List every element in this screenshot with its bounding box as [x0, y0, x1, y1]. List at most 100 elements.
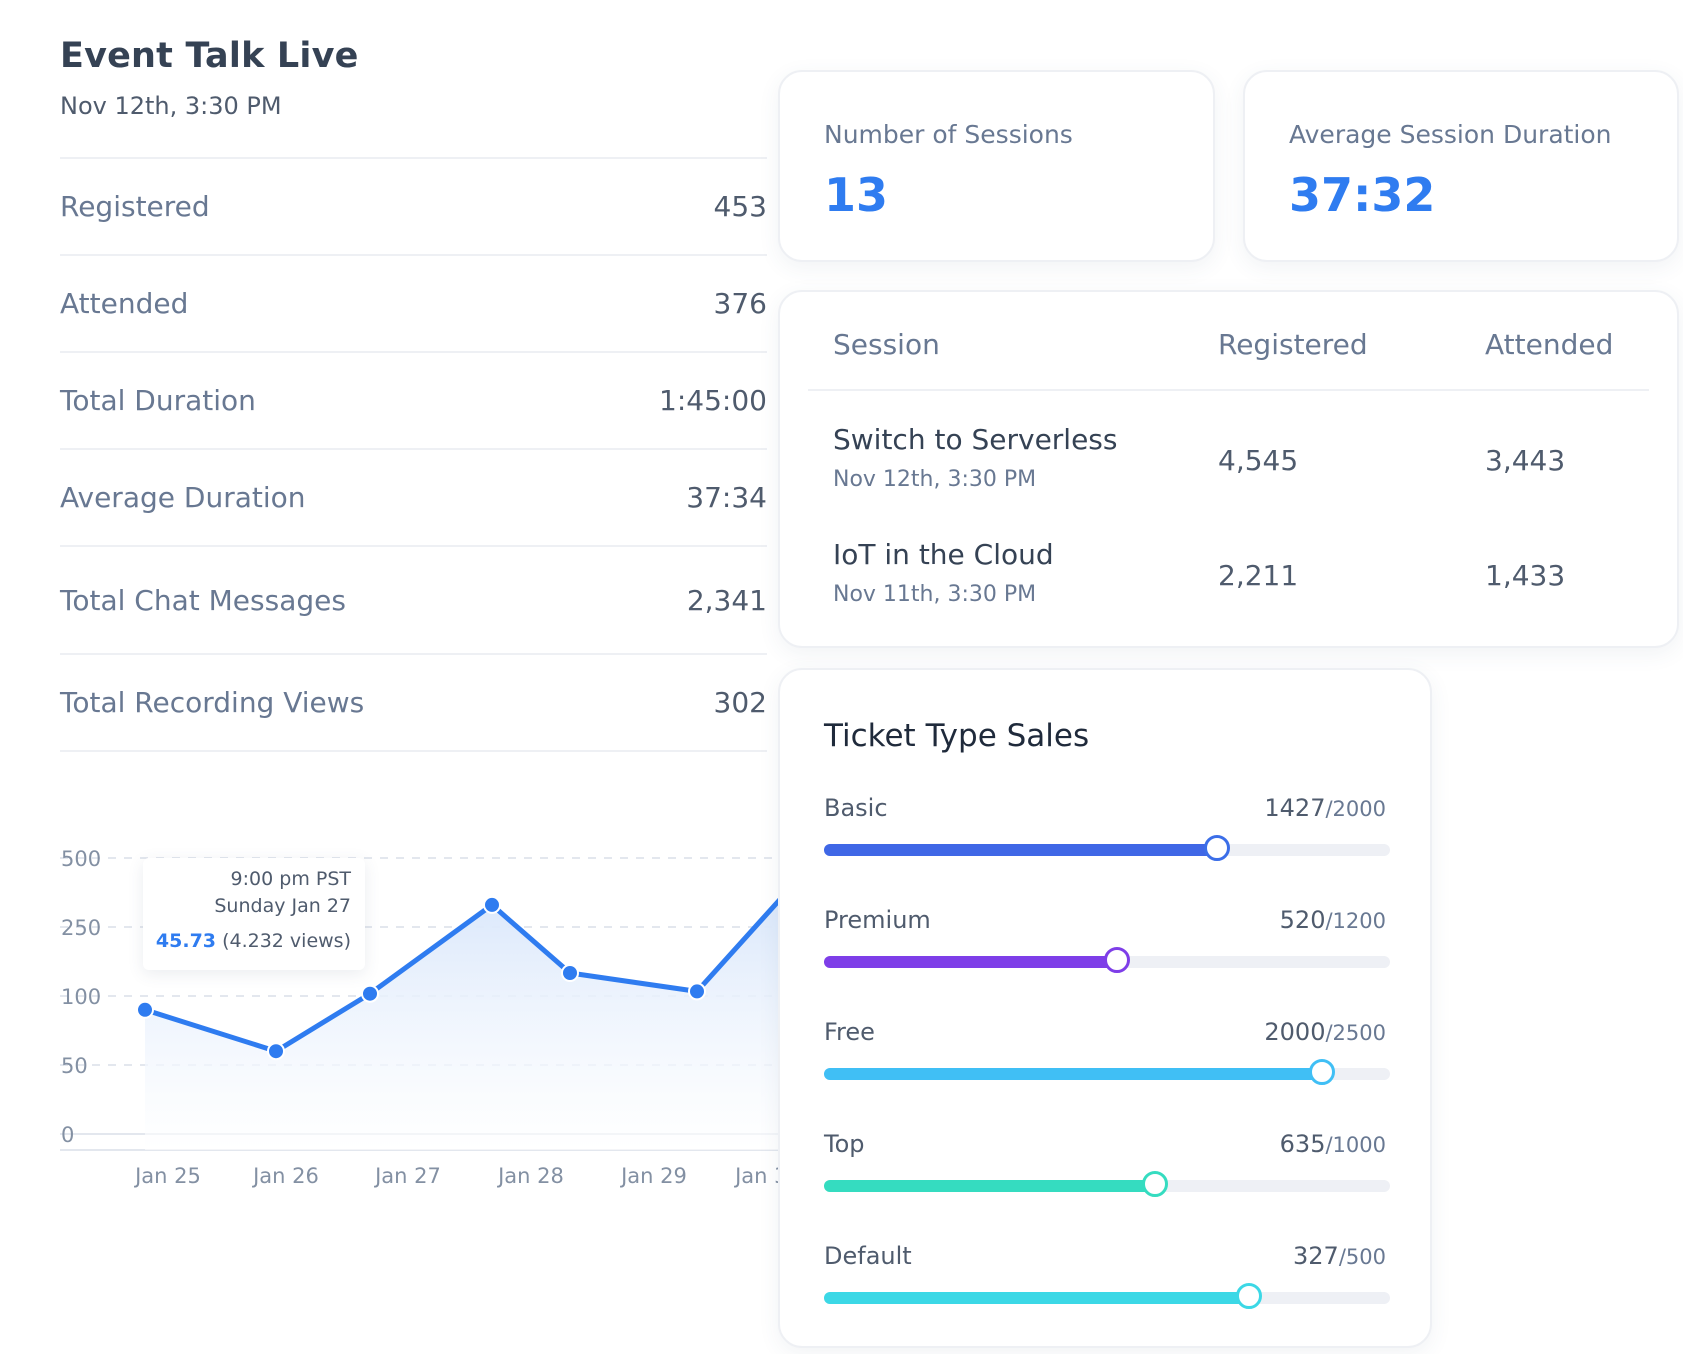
ticket-total: /2000 [1325, 797, 1386, 821]
ticket-sold: 1427 [1264, 794, 1326, 822]
ticket-slider-handle[interactable] [1103, 947, 1130, 973]
tooltip-day: Sunday Jan 27 [214, 895, 351, 917]
stat-value: 1:45:00 [659, 384, 767, 417]
ticket-progress-track [824, 835, 1390, 861]
stat-label: Total Recording Views [60, 686, 365, 719]
ticket-total: /1000 [1325, 1133, 1386, 1157]
ticket-slider-handle[interactable] [1203, 835, 1230, 861]
session-attended: 3,443 [1485, 444, 1566, 477]
session-date: Nov 11th, 3:30 PM [833, 582, 1037, 607]
ticket-progress-track [824, 1283, 1390, 1309]
chart-tooltip: 9:00 pm PST Sunday Jan 27 45.73 (4.232 v… [143, 858, 365, 970]
kpi-value: 37:32 [1289, 168, 1436, 222]
ticket-sales-title: Ticket Type Sales [824, 718, 1090, 754]
session-name: Switch to Serverless [833, 423, 1118, 456]
session-registered: 4,545 [1218, 444, 1299, 477]
ticket-progress-fill [824, 1068, 1323, 1080]
y-tick-label: 0 [61, 1123, 74, 1147]
tooltip-time: 9:00 pm PST [230, 868, 351, 890]
chart-data-point [688, 982, 706, 1001]
x-tick-label: Jan 29 [619, 1164, 687, 1188]
stat-label: Attended [60, 287, 189, 320]
ticket-sold: 327 [1293, 1242, 1339, 1270]
ticket-label: Free [824, 1018, 875, 1046]
x-tick-label: Jan 26 [251, 1164, 319, 1188]
stat-row-registered: Registered 453 [60, 159, 767, 256]
event-date: Nov 12th, 3:30 PM [60, 92, 282, 120]
x-tick-label: Jan 27 [373, 1164, 441, 1188]
ticket-count: 1427/2000 [1264, 794, 1386, 822]
column-header-attended: Attended [1485, 328, 1614, 361]
chart-data-point [361, 984, 379, 1003]
event-stats-list: Registered 453 Attended 376 Total Durati… [60, 157, 767, 752]
ticket-label: Basic [824, 794, 888, 822]
column-header-session: Session [833, 328, 940, 361]
stat-row-chat-messages: Total Chat Messages 2,341 [60, 547, 767, 655]
ticket-total: /2500 [1325, 1021, 1386, 1045]
chart-data-point [483, 895, 501, 914]
table-divider [808, 389, 1649, 391]
stat-value: 453 [713, 190, 767, 223]
kpi-card-sessions: Number of Sessions 13 [778, 70, 1215, 262]
session-name: IoT in the Cloud [833, 538, 1054, 571]
ticket-sold: 520 [1279, 906, 1326, 934]
tooltip-value: 45.73 [155, 930, 217, 952]
ticket-slider-handle[interactable] [1236, 1283, 1263, 1309]
chart-data-point [136, 1000, 154, 1019]
ticket-progress-track [824, 1059, 1390, 1085]
session-attended: 1,433 [1485, 559, 1566, 592]
tooltip-views: (4.232 views) [222, 930, 351, 952]
stat-value: 376 [713, 287, 767, 320]
ticket-total: /1200 [1325, 909, 1386, 933]
ticket-progress-fill [824, 844, 1217, 856]
ticket-progress-track [824, 1171, 1390, 1197]
ticket-count: 635/1000 [1280, 1130, 1386, 1158]
stat-row-total-duration: Total Duration 1:45:00 [60, 353, 767, 450]
ticket-progress-fill [824, 956, 1117, 968]
stat-row-recording-views: Total Recording Views 302 [60, 655, 767, 752]
column-header-registered: Registered [1218, 328, 1368, 361]
stat-label: Total Duration [60, 384, 256, 417]
y-tick-label: 500 [61, 847, 101, 871]
kpi-card-avg-duration: Average Session Duration 37:32 [1243, 70, 1679, 262]
ticket-count: 520/1200 [1280, 906, 1386, 934]
stat-row-attended: Attended 376 [60, 256, 767, 353]
ticket-progress-fill [824, 1292, 1250, 1304]
tooltip-value-line: 45.73 (4.232 views) [143, 928, 351, 955]
x-tick-label: Jan 30 [733, 1164, 780, 1188]
kpi-label: Number of Sessions [824, 120, 1073, 149]
ticket-sales-card: Ticket Type Sales Basic 1427/2000 Premium 5… [778, 668, 1432, 1348]
chart-data-point [561, 964, 579, 982]
ticket-label: Default [824, 1242, 912, 1270]
ticket-sold: 635 [1279, 1130, 1326, 1158]
x-tick-label: Jan 25 [133, 1164, 201, 1188]
stat-value: 37:34 [686, 481, 767, 514]
ticket-count: 2000/2500 [1264, 1018, 1386, 1046]
ticket-slider-handle[interactable] [1142, 1171, 1169, 1197]
ticket-progress-track [824, 947, 1390, 973]
chart-area-fill [145, 899, 780, 1150]
chart-data-point [267, 1042, 285, 1061]
ticket-slider-handle[interactable] [1309, 1059, 1336, 1085]
ticket-sold: 2000 [1264, 1018, 1326, 1046]
y-tick-label: 100 [61, 985, 101, 1009]
stat-label: Total Chat Messages [60, 583, 346, 617]
y-tick-label: 250 [61, 916, 101, 940]
stat-label: Registered [60, 190, 210, 223]
session-registered: 2,211 [1218, 559, 1299, 592]
ticket-label: Premium [824, 906, 931, 934]
sessions-table-card: Session Registered Attended Switch to Se… [778, 290, 1679, 648]
x-tick-label: Jan 28 [496, 1164, 564, 1188]
session-date: Nov 12th, 3:30 PM [833, 467, 1037, 492]
kpi-value: 13 [824, 168, 889, 222]
stat-value: 2,341 [686, 583, 767, 617]
y-tick-label: 50 [61, 1054, 88, 1078]
ticket-count: 327/500 [1293, 1242, 1386, 1270]
ticket-label: Top [824, 1130, 865, 1158]
ticket-progress-fill [824, 1180, 1156, 1192]
stat-label: Average Duration [60, 481, 306, 514]
ticket-total: /500 [1338, 1245, 1386, 1269]
stat-value: 302 [713, 686, 767, 719]
